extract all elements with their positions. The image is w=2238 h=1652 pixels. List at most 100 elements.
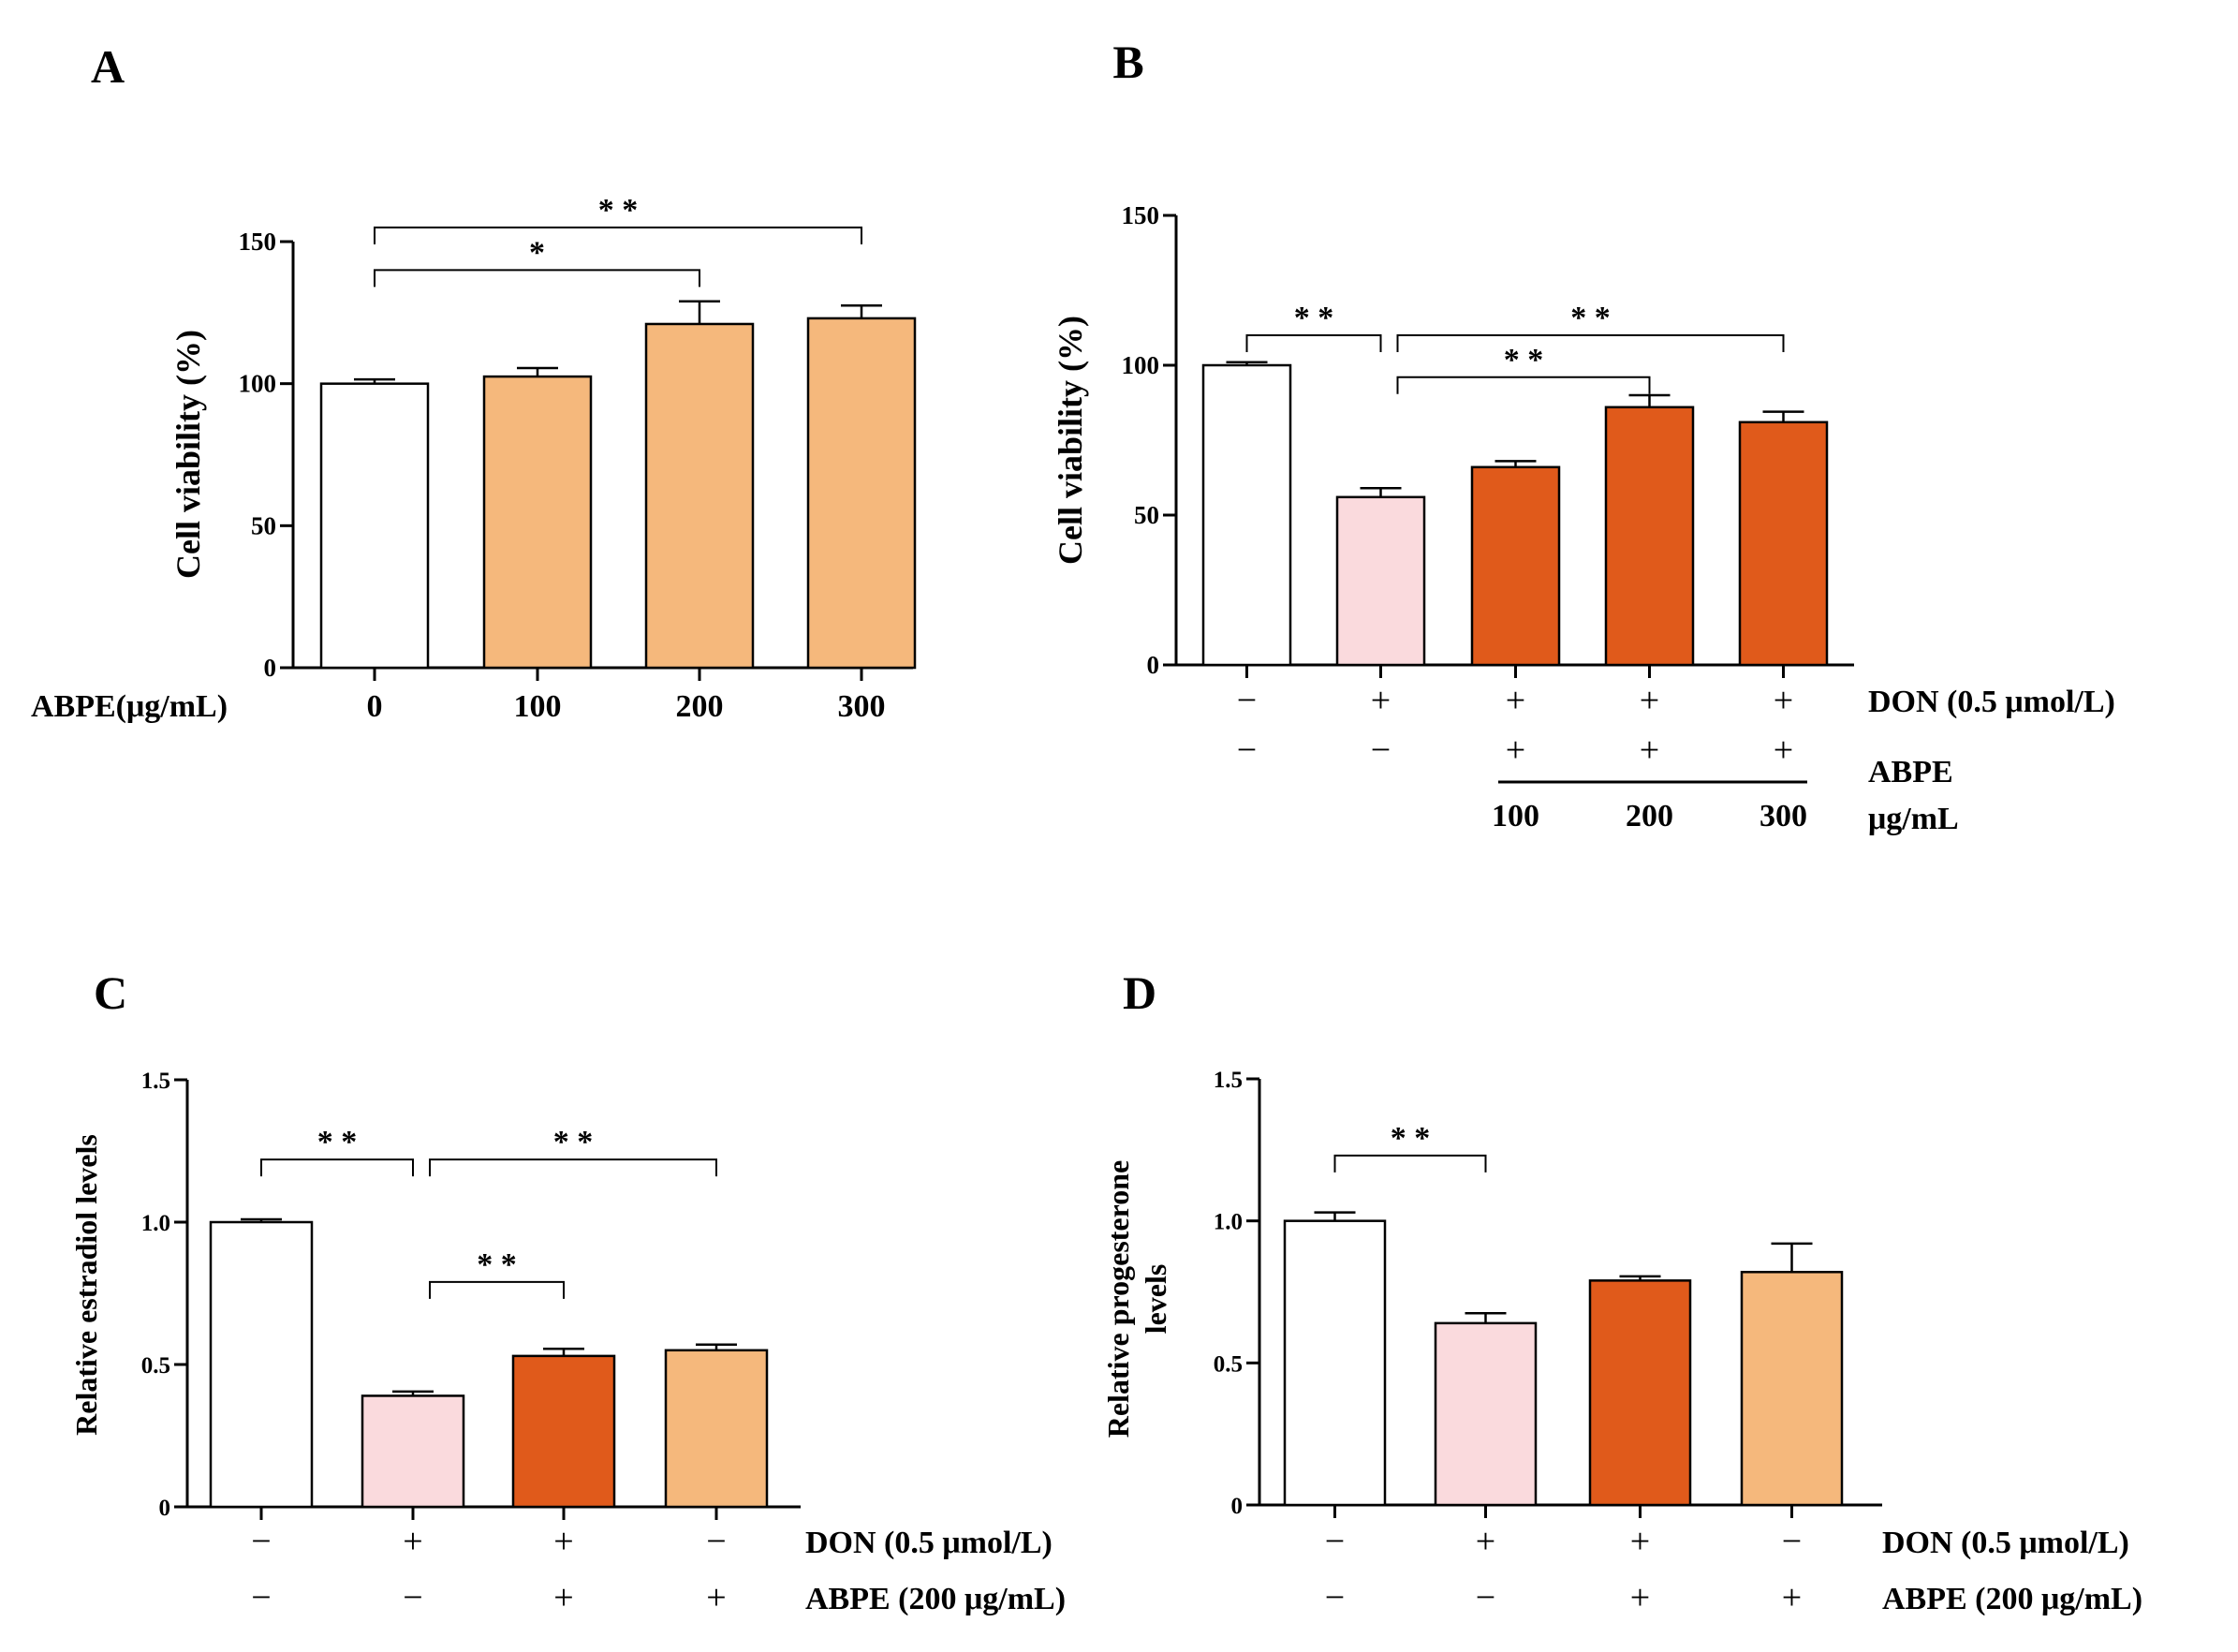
panel-a-bar: [319, 382, 430, 670]
panel-b-bar: [1335, 495, 1426, 667]
panel-a-significance-bracket: [374, 226, 862, 244]
panel-b-significance-label: * *: [1570, 301, 1611, 335]
panel-c-row-label: DON (0.5 μmol/L): [805, 1526, 1053, 1560]
panel-b-treatment-sign: +: [1506, 681, 1525, 720]
panel-d-row-label: ABPE (200 μg/mL): [1882, 1582, 2142, 1616]
panel-a-y-axis-label: Cell viability (%): [169, 330, 207, 579]
panel-a-significance-bracket: [374, 269, 700, 288]
panel-d-treatment-sign: −: [1782, 1522, 1802, 1561]
panel-c-significance-label: * *: [477, 1247, 517, 1282]
panel-c-y-tick-label: 1.5: [141, 1069, 170, 1094]
panel-b-row-label: DON (0.5 μmol/L): [1868, 685, 2115, 719]
panel-c-treatment-sign: −: [251, 1578, 271, 1617]
panel-b-bar: [1738, 420, 1829, 667]
panel-d-treatment-sign: +: [1630, 1578, 1650, 1617]
panel-a-category-label: 300: [838, 689, 886, 724]
panel-a-label: A: [91, 40, 125, 93]
panel-d-treatment-sign: +: [1476, 1522, 1495, 1561]
panel-c-bar: [511, 1354, 616, 1509]
panel-a-bar: [482, 375, 593, 670]
panel-c-bar: [664, 1349, 769, 1509]
panel-b-y-tick-label: 50: [1134, 501, 1159, 529]
panel-c-y-axis-label: Relative estradiol levels: [69, 1134, 103, 1436]
panel-d-bar: [1434, 1321, 1538, 1507]
panel-a-row-label: ABPE(μg/mL): [31, 689, 228, 724]
panel-b-y-tick-label: 150: [1122, 201, 1160, 229]
panel-a-significance-label: * *: [598, 193, 639, 228]
panel-c-treatment-sign: +: [553, 1578, 573, 1617]
panel-a-category-label: 200: [676, 689, 724, 724]
panel-b-treatment-sign: −: [1237, 730, 1257, 770]
panel-b-treatment-sign: +: [1506, 730, 1525, 770]
panel-d-significance-label: * *: [1391, 1121, 1431, 1156]
panel-d-treatment-sign: +: [1630, 1522, 1650, 1561]
panel-c-treatment-sign: +: [706, 1578, 726, 1617]
panel-b-label: B: [1112, 36, 1143, 88]
panel-b-treatment-sign: +: [1640, 681, 1659, 720]
panel-d-y-tick-label: 1.0: [1214, 1210, 1243, 1235]
panel-b-dose-label: 300: [1759, 799, 1807, 833]
panel-a-bar: [644, 322, 755, 670]
panel-d-y-tick-label: 0.5: [1214, 1351, 1243, 1377]
panel-a-y-tick-label: 50: [251, 511, 276, 539]
panel-c-significance-label: * *: [553, 1125, 594, 1159]
panel-c-significance-label: * *: [317, 1125, 358, 1159]
panel-d-row-label: DON (0.5 μmol/L): [1882, 1526, 2129, 1560]
panel-c-treatment-sign: −: [251, 1522, 271, 1561]
panel-b-significance-bracket: [1396, 334, 1785, 352]
panel-d-treatment-sign: +: [1782, 1578, 1802, 1617]
panel-b-significance-bracket: [1245, 334, 1382, 352]
panel-b-bar: [1470, 465, 1561, 667]
panel-b-significance-label: * *: [1504, 343, 1544, 377]
panel-d-label: D: [1123, 966, 1156, 1019]
panel-d-treatment-sign: −: [1325, 1578, 1345, 1617]
panel-d-y-tick-label: 1.5: [1214, 1068, 1243, 1093]
panel-b-treatment-sign: +: [1774, 681, 1793, 720]
panel-b-row-label: μg/mL: [1868, 802, 1959, 836]
panel-b-y-tick-label: 100: [1122, 351, 1160, 379]
panel-b-bar: [1604, 406, 1695, 667]
panel-a-category-label: 100: [514, 689, 562, 724]
panel-d-treatment-sign: −: [1325, 1522, 1345, 1561]
panel-c-bar: [361, 1394, 465, 1509]
panel-b-treatment-sign: +: [1371, 681, 1391, 720]
panel-d-y-tick-label: 0: [1231, 1494, 1244, 1519]
panel-b-treatment-sign: −: [1371, 730, 1391, 770]
panel-d-bar: [1740, 1271, 1844, 1507]
panel-c-significance-bracket: [429, 1158, 717, 1177]
panel-d-y-axis-label: Relative progesterone levels: [1101, 1160, 1172, 1438]
panel-d-bar: [1283, 1219, 1387, 1507]
panel-c-treatment-sign: +: [403, 1522, 422, 1561]
panel-b-significance-label: * *: [1294, 301, 1334, 335]
panel-c-label: C: [94, 966, 127, 1019]
panel-b-bar: [1201, 363, 1292, 667]
panel-a-bar: [806, 317, 917, 670]
panel-a-category-label: 0: [367, 689, 383, 724]
panel-d-significance-bracket: [1333, 1154, 1487, 1173]
panel-d-treatment-sign: −: [1476, 1578, 1495, 1617]
panel-b-y-tick-label: 0: [1147, 651, 1160, 679]
panel-d-bar: [1588, 1279, 1692, 1507]
panel-c-y-tick-label: 0: [159, 1496, 171, 1521]
panel-b-y-axis-label: Cell viability (%): [1052, 316, 1089, 565]
panel-b-treatment-sign: +: [1774, 730, 1793, 770]
panel-a-y-tick-label: 150: [239, 228, 277, 256]
panel-b-dose-label: 200: [1626, 799, 1673, 833]
panel-b-dose-label: 100: [1492, 799, 1539, 833]
panel-c-significance-bracket: [260, 1158, 414, 1177]
panel-c-y-tick-label: 0.5: [141, 1353, 170, 1379]
panel-a-significance-label: *: [529, 235, 545, 270]
panel-b-treatment-sign: +: [1640, 730, 1659, 770]
panel-c-y-tick-label: 1.0: [141, 1211, 170, 1236]
panel-b-significance-bracket: [1396, 376, 1651, 394]
panel-b-treatment-sign: −: [1237, 681, 1257, 720]
panel-a-y-tick-label: 100: [239, 370, 277, 398]
panel-a-y-tick-label: 0: [264, 654, 277, 682]
panel-c-bar: [209, 1220, 314, 1509]
panel-c-treatment-sign: −: [706, 1522, 726, 1561]
panel-c-row-label: ABPE (200 μg/mL): [805, 1582, 1066, 1616]
panel-c-treatment-sign: −: [403, 1578, 422, 1617]
panel-b-row-label: ABPE: [1868, 755, 1953, 789]
panel-c-treatment-sign: +: [553, 1522, 573, 1561]
